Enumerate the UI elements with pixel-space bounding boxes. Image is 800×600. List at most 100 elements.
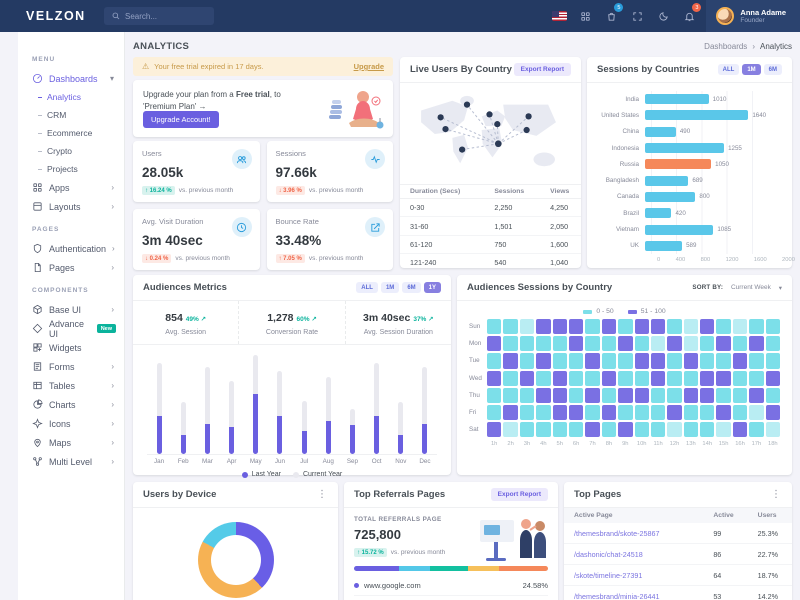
filter-button-1y[interactable]: 1Y (423, 282, 441, 293)
bar-column (340, 409, 364, 454)
breadcrumb-item[interactable]: Dashboards (704, 42, 748, 51)
sidebar-item-widgets[interactable]: Widgets (32, 338, 124, 357)
export-report-button[interactable]: Export Report (513, 63, 571, 76)
sidebar-subitem-analytics[interactable]: Analytics (32, 88, 124, 106)
current-year-segment (422, 367, 428, 424)
sidebar-subitem-projects[interactable]: Projects (32, 160, 124, 178)
heatmap-col-label: 1h (490, 441, 498, 448)
sort-by-dropdown[interactable]: SORT BY: Current Week ▾ (692, 284, 782, 292)
total-referrals-value: 725,800 (354, 527, 401, 542)
panel-menu-button[interactable]: ⋮ (317, 489, 328, 500)
metric-summary-item: 1,278 60% ↗ Conversion Rate (238, 301, 344, 344)
metric-value: 3m 40sec (363, 312, 411, 324)
month-label: Dec (419, 458, 431, 465)
bar-value: 1010 (712, 95, 727, 103)
month-label: Mar (202, 458, 213, 465)
panel-menu-button[interactable]: ⋮ (771, 489, 782, 500)
heatmap-cell (503, 404, 518, 421)
heatmap-cell (585, 404, 600, 421)
active-page-link[interactable]: /themesbrand/minia-26441 (564, 585, 704, 600)
stat-cards: Users 28.05k ↑ 16.24 % vs. previous month Se… (133, 141, 393, 270)
heatmap-cell (732, 353, 748, 369)
apps-grid-button[interactable] (572, 0, 598, 32)
search-box[interactable] (104, 7, 214, 25)
dash-icon (38, 132, 42, 134)
active-page-link[interactable]: /dashonic/chat-24518 (564, 543, 704, 565)
heatmap-col-label: 16h (735, 441, 745, 448)
sidebar-item-layouts[interactable]: Layouts › (32, 197, 124, 216)
heatmap-col-label: 10h (636, 441, 647, 448)
sidebar-item-advance-ui[interactable]: Advance UI New (32, 319, 124, 339)
month-label: Jun (274, 458, 286, 465)
upgrade-account-button[interactable]: Upgrade Account! (143, 111, 219, 128)
heatmap-col-label: 17h (751, 441, 762, 448)
table-row: /themesbrand/skote-25867 99 25.3% (564, 523, 792, 544)
sidebar-item-tables[interactable]: Tables › (32, 376, 124, 395)
sidebar-item-forms[interactable]: Forms › (32, 357, 124, 376)
notifications-button[interactable]: 3 (676, 0, 702, 32)
filter-button-all[interactable]: ALL (717, 64, 740, 75)
legend-dot (354, 582, 359, 588)
sidebar-item-multi-level[interactable]: Multi Level › (32, 452, 124, 471)
fullscreen-button[interactable] (624, 0, 650, 32)
heatmap-cell (732, 404, 748, 421)
filter-button-6m[interactable]: 6M (402, 282, 421, 293)
month-label: Aug (322, 458, 334, 465)
sidebar-item-charts[interactable]: Charts › (32, 395, 124, 414)
heatmap-cell (601, 404, 617, 421)
legend-dot (292, 471, 299, 478)
current-year-segment (156, 362, 162, 417)
referral-site-link[interactable]: www.google.com (364, 580, 421, 590)
filter-button-all[interactable]: ALL (356, 282, 378, 293)
heatmap-cell (650, 336, 666, 352)
export-report-button[interactable]: Export Report (490, 488, 548, 501)
user-menu[interactable]: Anna Adame Founder (706, 0, 800, 32)
heatmap-cell (519, 336, 535, 352)
dark-mode-button[interactable] (650, 0, 676, 32)
chevron-right-icon: › (111, 263, 114, 272)
sidebar-subitem-ecommerce[interactable]: Ecommerce (32, 124, 124, 142)
active-page-link[interactable]: /skote/timeline-27391 (564, 564, 704, 586)
heatmap-col-label: 3h (523, 441, 531, 448)
heatmap-cell (683, 370, 699, 386)
active-page-link[interactable]: /themesbrand/skote-25867 (564, 523, 704, 544)
active-count: 64 (703, 564, 748, 586)
search-input[interactable] (125, 11, 205, 21)
filter-button-1m[interactable]: 1M (742, 64, 761, 75)
last-year-segment (422, 424, 428, 454)
sidebar-subitem-crypto[interactable]: Crypto (32, 142, 124, 160)
language-flag-button[interactable] (546, 0, 572, 32)
heatmap-cell (618, 353, 633, 369)
upgrade-link[interactable]: Upgrade (353, 62, 384, 71)
warning-icon: ⚠ (142, 62, 150, 71)
bar-value: 800 (699, 193, 710, 201)
upgrade-text: Upgrade your plan from a Free trial, to … (143, 90, 281, 111)
sidebar-item-icons[interactable]: Icons › (32, 414, 124, 433)
chevron-right-icon: › (111, 305, 114, 314)
cart-button[interactable]: 5 (598, 0, 624, 32)
legend-label: Last Year (251, 471, 281, 478)
heatmap-cell (552, 370, 567, 386)
sidebar-item-dashboards[interactable]: Dashboards ▾ (32, 69, 124, 88)
sidebar-item-pages[interactable]: Pages › (32, 258, 124, 277)
sidebar-item-maps[interactable]: Maps › (32, 433, 124, 452)
sidebar-item-base-ui[interactable]: Base UI › (32, 300, 124, 319)
heatmap-row-label: Sun (469, 323, 481, 331)
sidebar-item-label: Dashboards (49, 73, 98, 84)
country-label: United States (601, 111, 639, 119)
bar (645, 224, 714, 235)
logo[interactable]: VELZON (26, 9, 86, 23)
legend-item: 51 - 100 (627, 308, 666, 315)
sidebar-subitem-crm[interactable]: CRM (32, 106, 124, 124)
heatmap-col-label: 14h (702, 441, 713, 448)
heatmap-col-label: 8h (605, 441, 613, 448)
sidebar-item-apps[interactable]: Apps › (32, 178, 124, 197)
breadcrumb-item-current: Analytics (759, 42, 792, 51)
heatmap-cell (700, 336, 715, 352)
sidebar-item-authentication[interactable]: Authentication › (32, 239, 124, 258)
heatmap-cell (519, 353, 535, 369)
filter-button-1m[interactable]: 1M (380, 282, 400, 293)
filter-button-6m[interactable]: 6M (763, 64, 782, 75)
table-cell: 2,250 (484, 198, 541, 218)
heatmap-cell (487, 319, 502, 335)
